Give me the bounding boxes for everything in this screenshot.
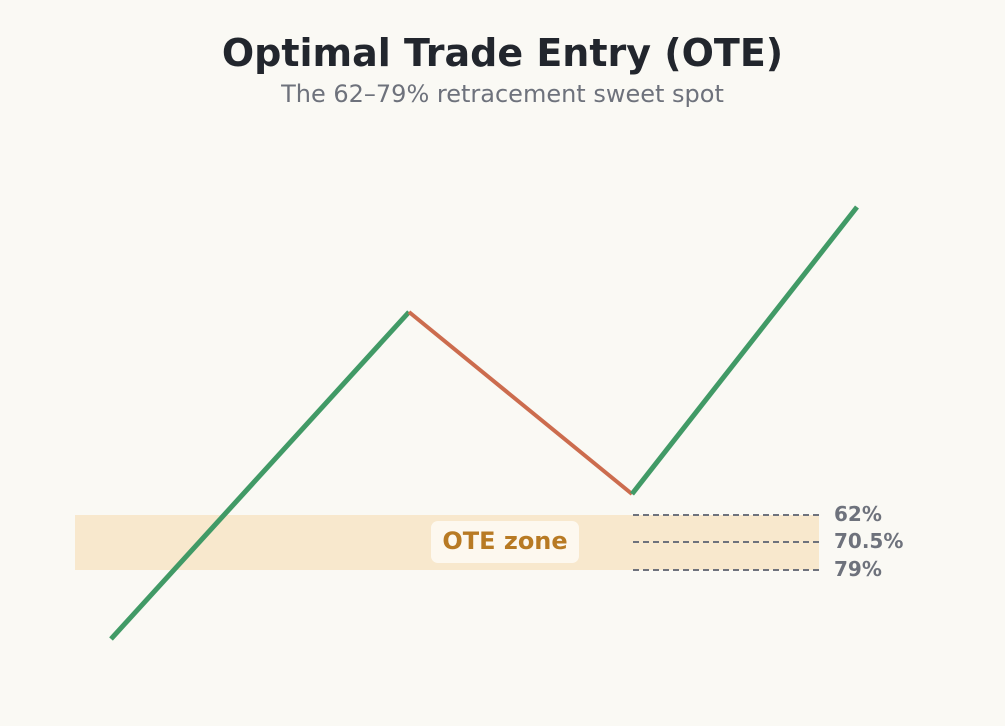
page-title: Optimal Trade Entry (OTE) <box>221 31 784 75</box>
page-subtitle: The 62–79% retracement sweet spot <box>281 80 724 108</box>
level-62-label: 62% <box>834 502 882 526</box>
impulse-leg-1 <box>109 310 411 641</box>
level-79-label: 79% <box>834 557 882 581</box>
ote-zone-label-background <box>431 521 579 563</box>
level-70-5-label: 70.5% <box>834 529 903 553</box>
impulse-leg-2 <box>630 205 859 496</box>
ote-zone-label: OTE zone <box>442 527 567 555</box>
retracement-leg <box>407 310 634 496</box>
